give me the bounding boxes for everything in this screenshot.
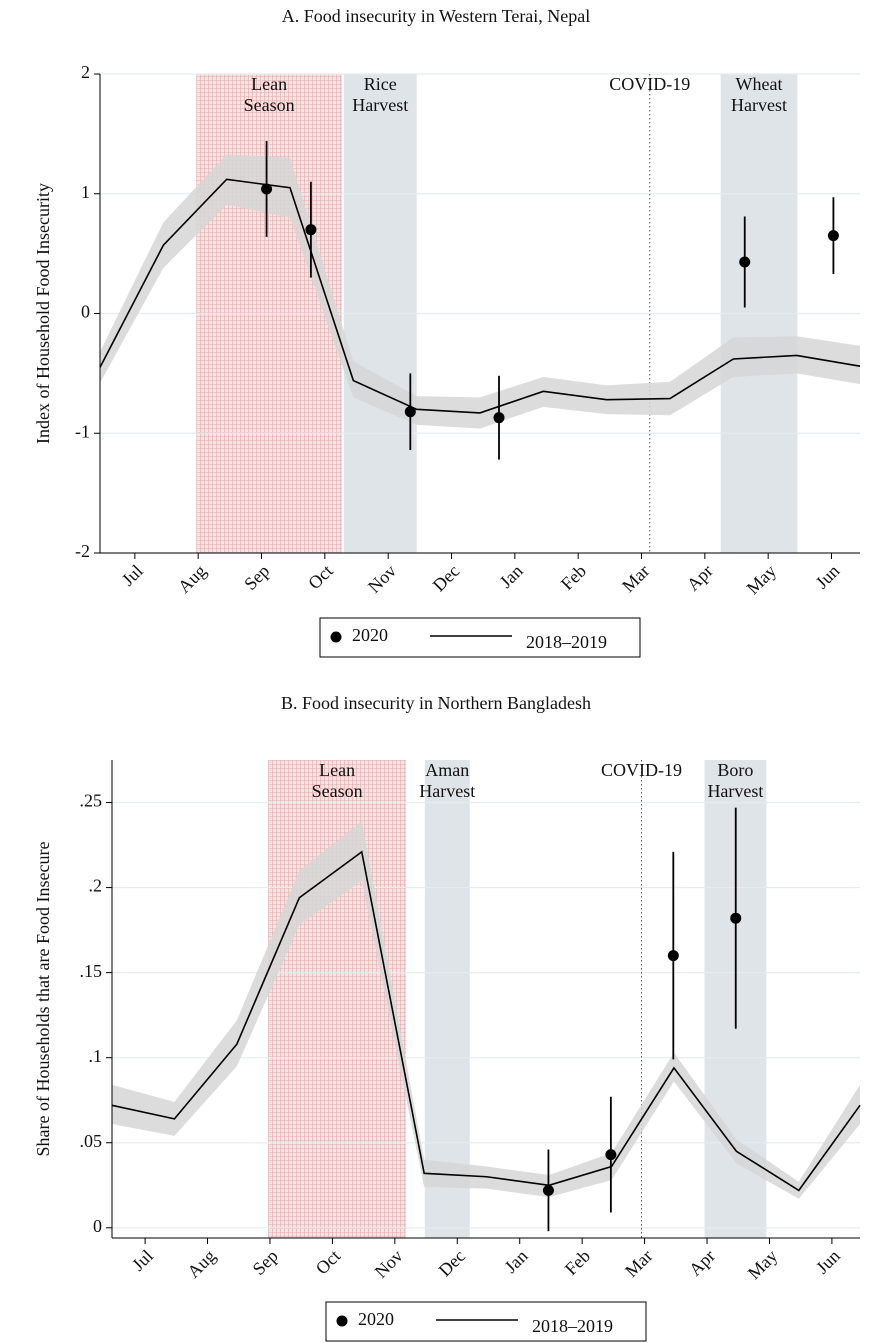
point: [605, 1149, 617, 1161]
x-tick-label: Apr: [683, 561, 717, 595]
region-label: Harvest: [707, 781, 763, 801]
y-tick-label: .25: [80, 791, 103, 811]
x-tick-label: Feb: [561, 1246, 594, 1279]
x-tick-label: Sep: [240, 561, 273, 594]
region-label: Season: [312, 781, 363, 801]
y-tick-label: .1: [89, 1046, 103, 1066]
line: [111, 850, 861, 1192]
x-tick-label: Apr: [685, 1246, 719, 1280]
legend-marker: [336, 1315, 348, 1327]
x-tick-label: Dec: [429, 561, 464, 596]
region-label: Harvest: [419, 781, 475, 801]
point: [542, 1184, 554, 1196]
region-label: Harvest: [352, 95, 408, 115]
region-label: Rice: [364, 74, 397, 94]
legend-box: [325, 1301, 647, 1342]
x-tick-label: Nov: [371, 1246, 407, 1282]
point: [305, 224, 317, 236]
line: [99, 178, 861, 414]
y-tick-label: 1: [81, 182, 90, 202]
y-tick-label: .15: [80, 961, 103, 981]
x-tick-label: Jul: [118, 561, 147, 590]
shaded-region: [424, 760, 470, 1238]
x-tick-label: Dec: [435, 1246, 470, 1281]
legend-marker: [330, 631, 342, 643]
x-tick-label: Aug: [183, 1246, 219, 1282]
chart-title: B. Food insecurity in Northern Banglades…: [281, 693, 591, 713]
point: [404, 406, 416, 418]
x-tick-label: Feb: [557, 561, 590, 594]
x-tick-label: Nov: [364, 561, 400, 597]
x-tick-label: Jul: [128, 1246, 157, 1275]
x-tick-label: Jun: [812, 561, 844, 593]
x-tick-label: Jan: [500, 1246, 531, 1277]
covid-label: COVID-19: [601, 760, 682, 780]
region-label: Harvest: [731, 95, 787, 115]
x-tick-label: Oct: [304, 561, 337, 594]
chart-title: A. Food insecurity in Western Terai, Nep…: [282, 6, 591, 26]
point: [261, 183, 273, 195]
x-tick-label: Jan: [496, 561, 527, 592]
legend-label: 2018–2019: [526, 632, 607, 652]
region-label: Aman: [425, 760, 469, 780]
y-tick-label: .05: [80, 1131, 103, 1151]
x-tick-label: May: [744, 1246, 781, 1283]
x-tick-label: Mar: [621, 1246, 656, 1281]
y-tick-label: .2: [89, 876, 103, 896]
x-tick-label: Jun: [812, 1246, 844, 1278]
x-tick-label: Mar: [618, 561, 653, 596]
y-tick-label: -2: [75, 541, 90, 561]
legend-label: 2020: [352, 625, 388, 645]
x-tick-label: Sep: [249, 1246, 282, 1279]
shaded-region-pattern: [268, 760, 407, 1238]
y-tick-label: 0: [93, 1216, 102, 1236]
point: [493, 412, 505, 424]
confidence-band: [112, 821, 860, 1199]
point: [827, 230, 839, 242]
region-label: Lean: [319, 760, 355, 780]
region-label: Season: [244, 95, 295, 115]
point: [667, 950, 679, 962]
y-tick-label: 0: [81, 302, 90, 322]
legend-label: 2018–2019: [532, 1316, 613, 1336]
y-tick-label: -1: [75, 421, 90, 441]
region-label: Boro: [717, 760, 753, 780]
region-label: Lean: [251, 74, 287, 94]
y-axis-label: Index of Household Food Insecurity: [33, 183, 53, 444]
x-tick-label: Aug: [174, 561, 210, 597]
legend-label: 2020: [358, 1309, 394, 1329]
point: [739, 256, 751, 268]
x-tick-label: May: [743, 561, 780, 598]
y-tick-label: 2: [81, 62, 90, 82]
y-axis-label: Share of Households that are Food Insecu…: [33, 842, 53, 1157]
point: [730, 912, 742, 924]
legend-box: [319, 617, 641, 658]
covid-label: COVID-19: [609, 74, 690, 94]
region-label: Wheat: [735, 74, 782, 94]
x-tick-label: Oct: [312, 1246, 345, 1279]
